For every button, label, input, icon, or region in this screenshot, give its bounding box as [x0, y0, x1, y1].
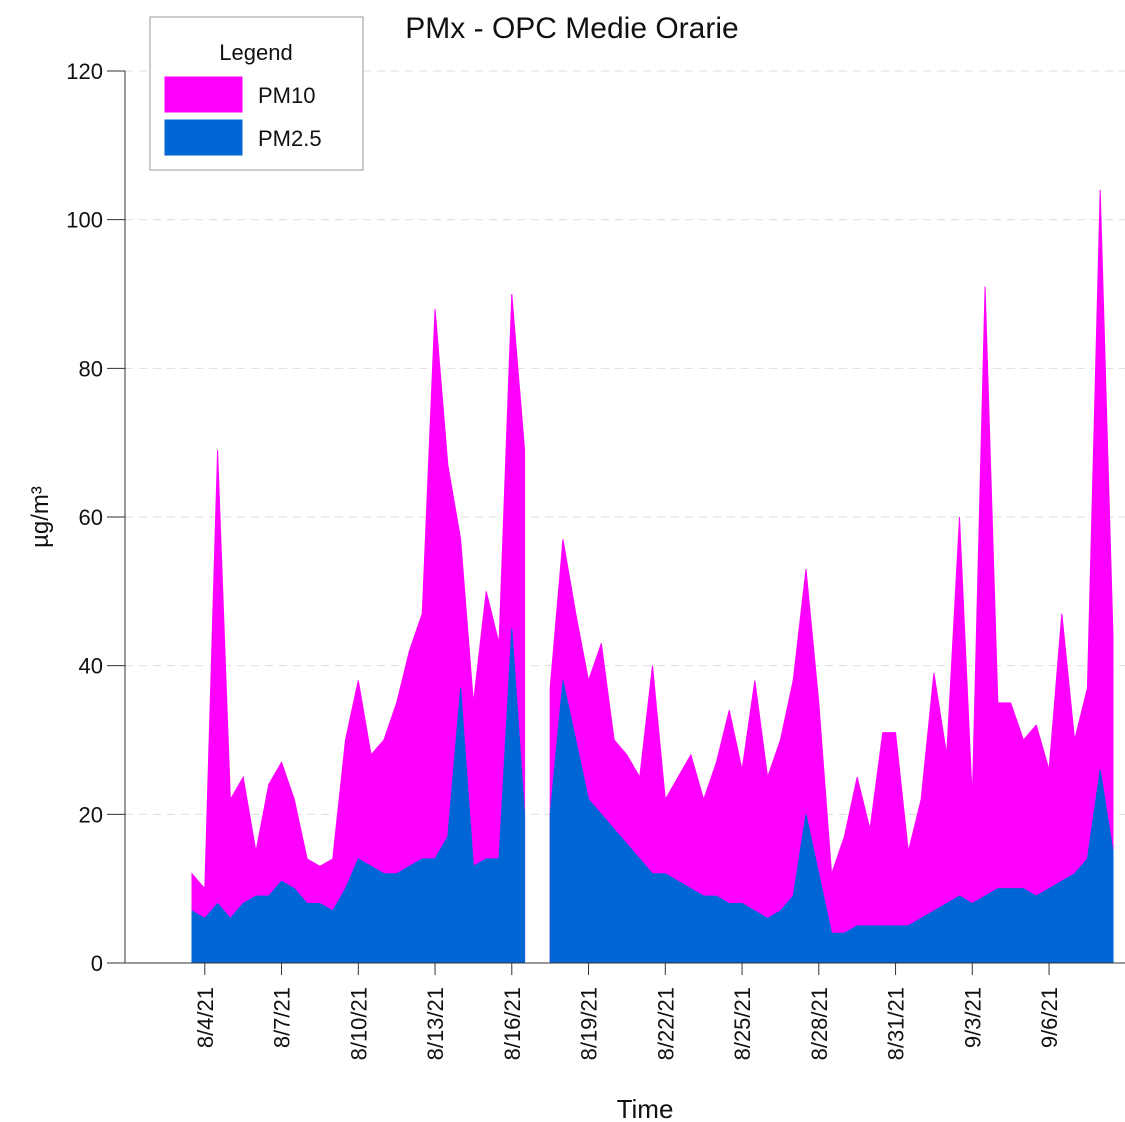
- y-tick-label: 0: [91, 951, 103, 976]
- chart-title: PMx - OPC Medie Orarie: [405, 12, 738, 45]
- y-tick-label: 20: [79, 802, 103, 827]
- y-tick-label: 80: [79, 356, 103, 381]
- legend-swatch: [164, 119, 243, 156]
- x-tick-label: 8/31/21: [884, 987, 909, 1060]
- x-tick-label: 8/19/21: [577, 987, 602, 1060]
- area: [191, 628, 1114, 964]
- x-tick-label: 8/25/21: [730, 987, 755, 1060]
- x-tick-label: 8/22/21: [653, 987, 678, 1060]
- x-tick-label: 8/13/21: [423, 987, 448, 1060]
- y-tick-label: 120: [66, 59, 103, 84]
- legend-swatch: [164, 76, 243, 113]
- x-tick-label: 9/3/21: [960, 987, 985, 1048]
- y-tick-label: 60: [79, 505, 103, 530]
- x-tick-label: 8/16/21: [500, 987, 525, 1060]
- legend-label: PM10: [258, 83, 315, 108]
- x-tick-label: 8/28/21: [807, 987, 832, 1060]
- x-tick-label: 8/7/21: [270, 987, 295, 1048]
- y-axis-label: µg/m³: [27, 486, 54, 548]
- plot-area: 0 20 40 60 80 100 120 8/4/21 8/7/21 8/10/21 8/13/2…: [66, 59, 1125, 1060]
- x-axis-label: Time: [617, 1094, 674, 1122]
- legend-title: Legend: [219, 40, 292, 65]
- legend-label: PM2.5: [258, 126, 322, 151]
- y-tick-label: 100: [66, 208, 103, 233]
- y-tick-label: 40: [79, 654, 103, 679]
- x-tick-label: 8/4/21: [193, 987, 218, 1048]
- area: [191, 189, 1114, 964]
- x-tick-label: 9/6/21: [1037, 987, 1062, 1048]
- x-tick-label: 8/10/21: [346, 987, 371, 1060]
- legend: Legend PM10 PM2.5: [149, 16, 364, 171]
